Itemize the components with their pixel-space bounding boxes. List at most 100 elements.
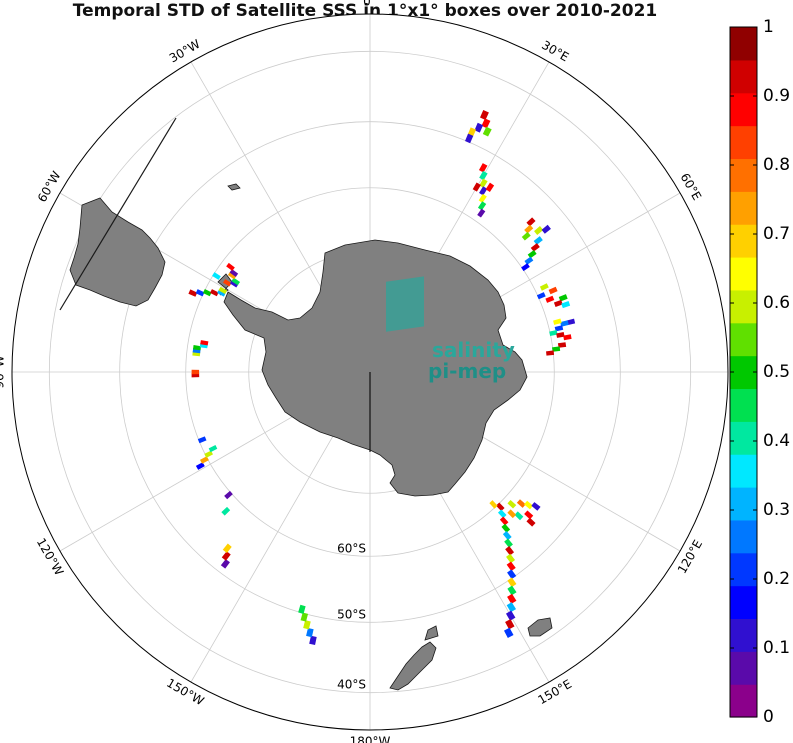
new-zealand-south bbox=[389, 641, 437, 691]
parallel-label: 60°S bbox=[337, 541, 366, 555]
antarctica-landmass bbox=[223, 239, 528, 497]
std-box bbox=[489, 500, 498, 509]
colorbar-swatch bbox=[730, 59, 757, 94]
parallel-label: 50°S bbox=[337, 607, 366, 621]
south-america-tip bbox=[69, 197, 166, 307]
std-box bbox=[298, 604, 306, 614]
std-box bbox=[220, 559, 230, 569]
colorbar-tick-label: 0.7 bbox=[763, 224, 790, 244]
std-box bbox=[554, 325, 564, 332]
std-box bbox=[556, 331, 565, 338]
std-box bbox=[197, 436, 207, 444]
tasmania bbox=[527, 617, 553, 637]
std-box bbox=[226, 262, 235, 271]
colorbar-swatch bbox=[730, 92, 757, 127]
watermark-mark bbox=[386, 276, 424, 332]
std-box bbox=[524, 500, 534, 510]
std-box bbox=[546, 350, 555, 356]
watermark-line1: salinity bbox=[432, 338, 515, 362]
std-box bbox=[563, 334, 572, 341]
colorbar-tick-label: 0.4 bbox=[763, 431, 790, 451]
meridian-label: 90°W bbox=[0, 355, 7, 388]
meridian-line bbox=[190, 61, 341, 321]
colorbar-swatch bbox=[730, 355, 757, 390]
new-zealand-north bbox=[424, 625, 439, 641]
colorbar-swatch bbox=[730, 519, 757, 554]
std-box bbox=[521, 263, 530, 272]
map-title: Temporal STD of Satellite SSS in 1°x1° b… bbox=[72, 1, 658, 21]
colorbar-tick-label: 0.6 bbox=[763, 293, 790, 313]
colorbar-tick-label: 0.5 bbox=[763, 362, 790, 382]
colorbar-tick-label: 0.9 bbox=[763, 86, 790, 106]
std-box bbox=[548, 286, 558, 295]
std-box bbox=[303, 620, 311, 630]
colorbar-swatch bbox=[730, 651, 757, 685]
std-box bbox=[533, 236, 543, 245]
std-box bbox=[465, 133, 474, 144]
std-box bbox=[561, 301, 571, 309]
colorbar-swatch bbox=[730, 191, 757, 225]
colorbar-swatch bbox=[730, 388, 757, 422]
parallel-label: 40°S bbox=[337, 678, 366, 692]
colorbar-tick-label: 0.1 bbox=[763, 638, 790, 658]
std-box bbox=[195, 462, 205, 470]
std-box bbox=[531, 502, 541, 511]
std-box bbox=[224, 490, 233, 500]
std-box bbox=[514, 511, 524, 521]
std-box bbox=[477, 208, 486, 218]
std-box bbox=[549, 329, 558, 337]
std-box bbox=[524, 224, 534, 234]
colorbar-swatch bbox=[730, 289, 757, 324]
std-box bbox=[300, 612, 309, 622]
std-box bbox=[539, 283, 549, 291]
colorbar-tick-label: 0 bbox=[763, 707, 774, 727]
std-box bbox=[541, 224, 551, 234]
std-box bbox=[530, 243, 540, 252]
meridian-label: 180°W bbox=[350, 735, 391, 743]
colorbar: 0 0.1 0.2 0.3 0.4 0.5 0.6 0.7 0.8 0.9 1 bbox=[729, 17, 790, 727]
std-box bbox=[209, 289, 219, 297]
std-box bbox=[195, 289, 205, 297]
std-box bbox=[527, 249, 537, 259]
std-box bbox=[221, 506, 231, 516]
colorbar-swatch bbox=[730, 552, 757, 587]
std-box bbox=[306, 627, 314, 638]
meridian-line bbox=[59, 401, 319, 552]
colorbar-swatch bbox=[730, 125, 757, 160]
colorbar-swatch bbox=[730, 487, 757, 521]
std-box bbox=[212, 272, 221, 280]
std-box bbox=[472, 182, 481, 192]
std-box bbox=[221, 551, 231, 561]
colorbar-swatch bbox=[730, 684, 757, 718]
meridian-line bbox=[190, 423, 341, 683]
colorbar-tick-label: 0.3 bbox=[763, 500, 790, 520]
std-box bbox=[480, 110, 489, 120]
std-box bbox=[474, 122, 484, 133]
colorbar-swatch bbox=[730, 618, 757, 652]
std-box bbox=[477, 201, 487, 211]
colorbar-tick-label: 0.8 bbox=[763, 155, 790, 175]
std-box bbox=[188, 289, 198, 297]
std-box bbox=[200, 340, 209, 346]
std-boxes bbox=[188, 110, 576, 646]
std-box bbox=[526, 217, 536, 227]
colorbar-swatch bbox=[730, 454, 757, 488]
std-box bbox=[222, 543, 232, 553]
std-box bbox=[478, 193, 487, 203]
std-box bbox=[524, 256, 534, 265]
colorbar-swatch bbox=[730, 421, 757, 455]
south-georgia bbox=[227, 183, 241, 191]
coastline-segment bbox=[59, 117, 177, 311]
std-box bbox=[309, 635, 317, 646]
std-box bbox=[560, 320, 569, 327]
meridian-label: 0° bbox=[363, 0, 377, 9]
std-box bbox=[552, 346, 561, 352]
std-box bbox=[526, 517, 536, 527]
std-box bbox=[545, 295, 555, 303]
std-box bbox=[557, 342, 567, 348]
std-box bbox=[503, 627, 514, 639]
std-box bbox=[222, 279, 232, 287]
std-box bbox=[478, 163, 488, 173]
colorbar-swatch bbox=[730, 224, 757, 258]
